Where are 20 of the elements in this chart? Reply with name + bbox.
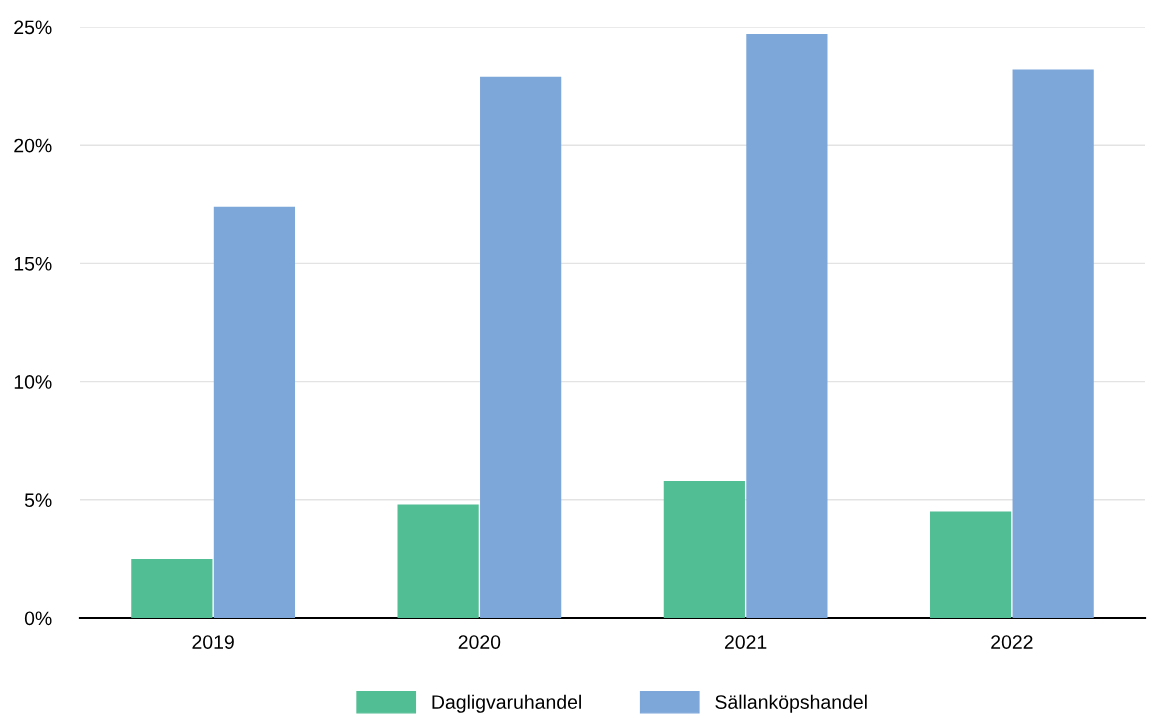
y-tick-label: 10% (14, 375, 52, 389)
legend-label: Dagligvaruhandel (432, 694, 581, 713)
bar (131, 558, 213, 618)
x-tick-label: 2021 (724, 635, 767, 649)
bar (663, 480, 745, 618)
x-tick-label: 2019 (192, 635, 234, 649)
bar (930, 511, 1012, 618)
x-tick-label: 2020 (458, 635, 501, 649)
y-tick-label: 15% (14, 256, 52, 271)
x-tick-label: 2022 (991, 635, 1033, 649)
bar (397, 504, 479, 618)
bar (746, 34, 828, 618)
y-tick-label: 25% (14, 20, 52, 35)
legend-label: Sällanköpshandel (715, 694, 867, 713)
bar (213, 206, 295, 618)
y-tick-label: 5% (24, 493, 52, 508)
bar (1012, 69, 1094, 618)
y-tick-label: 20% (14, 138, 52, 153)
y-tick-label: 0% (24, 611, 52, 626)
bar (480, 76, 562, 618)
